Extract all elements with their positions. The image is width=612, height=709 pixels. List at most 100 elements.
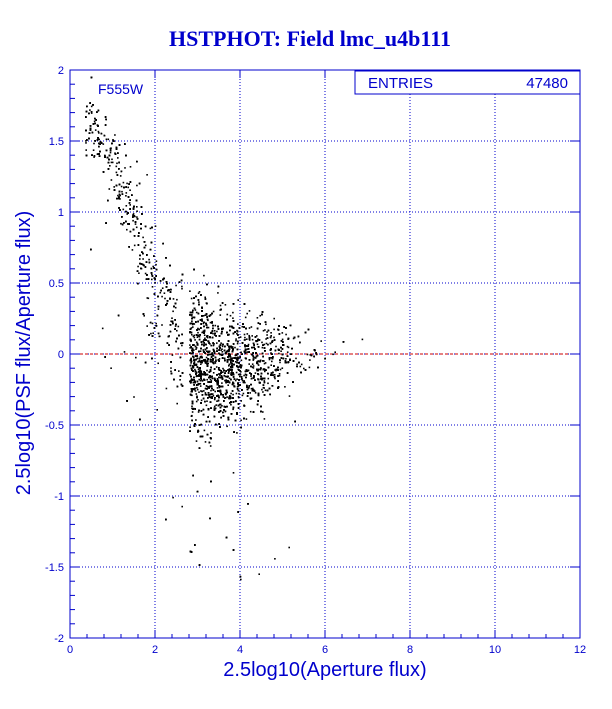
scatter-point: [286, 345, 289, 348]
scatter-point: [281, 338, 284, 341]
scatter-point: [261, 341, 263, 344]
scatter-point: [190, 314, 193, 316]
scatter-point: [265, 323, 267, 326]
scatter-point: [204, 441, 207, 443]
scatter-point: [127, 186, 129, 189]
scatter-point: [155, 260, 158, 262]
scatter-point: [197, 331, 199, 334]
scatter-point: [133, 396, 135, 398]
scatter-point: [111, 158, 113, 161]
scatter-point: [239, 336, 242, 338]
scatter-point: [191, 407, 193, 410]
scatter-point: [248, 339, 251, 341]
scatter-point: [114, 134, 116, 136]
scatter-point: [266, 334, 268, 336]
scatter-point: [200, 370, 202, 372]
scatter-point: [151, 273, 153, 276]
scatter-point: [240, 419, 242, 422]
scatter-point: [174, 325, 177, 327]
scatter-point: [267, 382, 269, 385]
scatter-point: [200, 355, 203, 358]
scatter-point: [204, 296, 206, 299]
scatter-point: [236, 342, 239, 345]
scatter-point: [217, 379, 219, 381]
scatter-point: [246, 370, 248, 372]
scatter-point: [240, 578, 242, 581]
scatter-point: [211, 377, 214, 380]
scatter-point: [217, 373, 220, 375]
scatter-point: [181, 285, 183, 288]
scatter-point: [215, 366, 218, 368]
scatter-point: [126, 228, 128, 231]
scatter-point: [142, 258, 144, 260]
scatter-point: [332, 353, 334, 356]
scatter-point: [198, 383, 201, 385]
scatter-point: [229, 314, 232, 317]
scatter-point: [264, 329, 266, 331]
scatter-point: [273, 328, 275, 331]
scatter-point: [271, 385, 274, 387]
scatter-point: [120, 222, 122, 225]
scatter-point: [136, 206, 138, 208]
scatter-point: [261, 346, 264, 349]
scatter-point: [134, 223, 137, 225]
scatter-point: [205, 404, 208, 407]
scatter-point: [220, 375, 223, 377]
scatter-point: [138, 272, 140, 274]
scatter-point: [214, 362, 217, 364]
scatter-point: [105, 138, 108, 141]
scatter-point: [171, 354, 174, 356]
scatter-point: [199, 369, 201, 371]
scatter-point: [240, 359, 243, 362]
scatter-point: [228, 377, 231, 380]
scatter-point: [262, 391, 264, 393]
scatter-point: [170, 320, 172, 323]
scatter-point: [288, 546, 290, 549]
scatter-point: [243, 339, 246, 341]
scatter-point: [136, 184, 138, 187]
scatter-point: [200, 390, 202, 392]
scatter-point: [198, 291, 201, 293]
scatter-point: [232, 311, 234, 314]
scatter-point: [135, 226, 138, 229]
scatter-point: [109, 165, 111, 167]
scatter-point: [295, 357, 297, 360]
data-points: [85, 76, 364, 581]
scatter-point: [210, 359, 213, 361]
scatter-point: [157, 308, 160, 310]
scatter-point: [215, 404, 217, 406]
scatter-point: [205, 356, 208, 359]
scatter-point: [204, 358, 207, 361]
scatter-point: [135, 356, 137, 359]
scatter-point: [199, 350, 202, 352]
scatter-point: [116, 162, 118, 165]
scatter-point: [126, 213, 128, 215]
scatter-point: [172, 298, 175, 300]
scatter-point: [251, 363, 254, 365]
scatter-point: [234, 379, 237, 382]
scatter-point: [197, 399, 199, 401]
scatter-point: [230, 360, 232, 362]
scatter-point: [219, 304, 222, 307]
scatter-point: [238, 336, 240, 339]
scatter-point: [85, 149, 87, 151]
scatter-point: [151, 286, 154, 288]
scatter-point: [270, 364, 272, 366]
scatter-point: [214, 361, 216, 363]
scatter-point: [198, 358, 201, 360]
scatter-point: [212, 362, 215, 365]
scatter-point: [219, 314, 222, 316]
scatter-point: [273, 336, 275, 339]
scatter-point: [207, 381, 209, 383]
scatter-point: [206, 336, 209, 339]
scatter-point: [164, 297, 166, 300]
scatter-point: [194, 309, 197, 311]
scatter-point: [296, 363, 298, 366]
scatter-point: [193, 336, 196, 339]
scatter-point: [232, 393, 234, 396]
scatter-point: [147, 297, 150, 300]
scatter-point: [243, 333, 246, 336]
scatter-point: [190, 327, 193, 329]
scatter-point: [217, 292, 219, 294]
scatter-point: [254, 357, 257, 359]
